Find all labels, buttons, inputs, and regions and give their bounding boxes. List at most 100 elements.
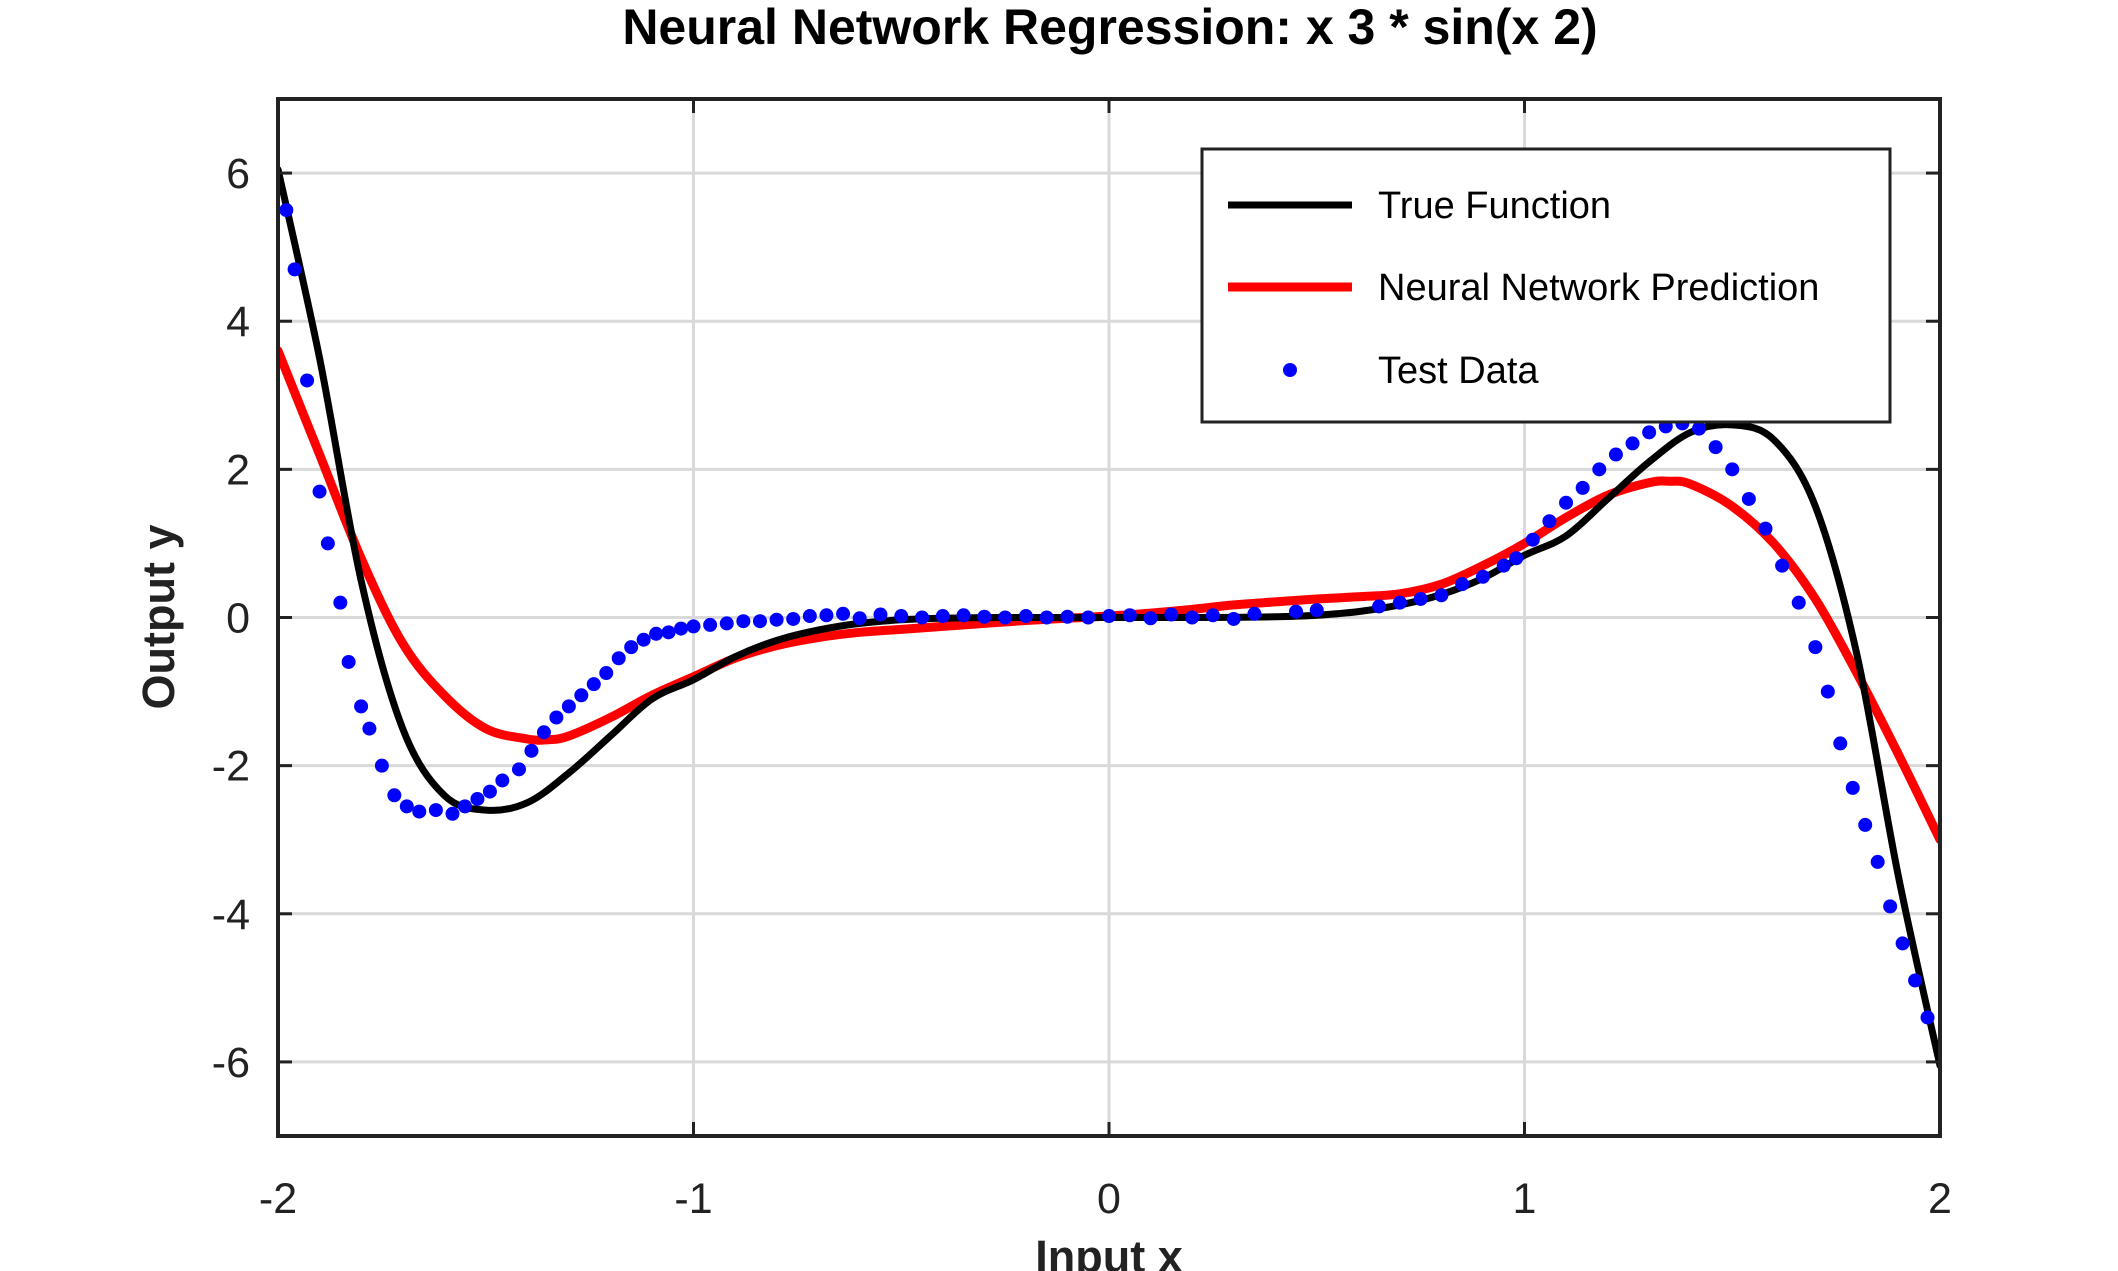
test-data-point <box>1883 899 1898 914</box>
y-tick-label: 2 <box>226 446 250 494</box>
test-data-point <box>1309 603 1324 618</box>
test-data-point <box>1475 569 1490 584</box>
test-data-point <box>482 784 497 799</box>
test-data-point <box>1509 551 1524 566</box>
test-data-point <box>1185 610 1200 625</box>
x-tick-label: 0 <box>1097 1175 1121 1223</box>
test-data-point <box>736 614 751 629</box>
test-data-point <box>956 608 971 623</box>
test-data-point <box>1858 817 1873 832</box>
test-data-point <box>1833 736 1848 751</box>
test-data-point <box>1642 425 1657 440</box>
y-tick-labels: -6 -4 -2 0 2 4 6 <box>212 150 250 1087</box>
test-data-point <box>1434 588 1449 603</box>
test-data-point <box>1845 780 1860 795</box>
test-data-point <box>1608 447 1623 462</box>
x-tick-label: 1 <box>1513 1175 1537 1223</box>
test-data-point <box>354 699 369 714</box>
test-data-point <box>279 203 294 218</box>
test-data-point <box>470 791 485 806</box>
test-data-point <box>1625 436 1640 451</box>
x-tick-label: -2 <box>259 1175 297 1223</box>
test-data-point <box>1870 854 1885 869</box>
test-data-point <box>1081 610 1096 625</box>
test-data-point <box>312 484 327 499</box>
test-data-point <box>1372 599 1387 614</box>
test-data-point <box>1791 595 1806 610</box>
test-data-point <box>915 610 930 625</box>
legend-label-test-data: Test Data <box>1378 350 1539 392</box>
test-data-point <box>1758 521 1773 536</box>
test-data-point <box>769 612 784 627</box>
test-data-point <box>1413 591 1428 606</box>
test-data-point <box>549 710 564 725</box>
test-data-point <box>511 762 526 777</box>
test-data-point <box>374 758 389 773</box>
test-data-point <box>362 721 377 736</box>
test-data-point <box>300 373 315 388</box>
y-tick-label: -4 <box>212 891 250 939</box>
test-data-point <box>1895 936 1910 951</box>
test-data-point <box>752 614 767 629</box>
test-data-point <box>387 788 402 803</box>
test-data-point <box>1496 558 1511 573</box>
test-data-point <box>1205 608 1220 623</box>
test-data-point <box>333 595 348 610</box>
test-data-point <box>524 743 539 758</box>
test-data-point <box>624 640 639 655</box>
test-data-point <box>1060 609 1075 624</box>
test-data-point <box>1288 604 1303 619</box>
test-data-point <box>1392 595 1407 610</box>
test-data-point <box>536 725 551 740</box>
test-data-point <box>320 536 335 551</box>
test-data-point <box>586 677 601 692</box>
test-data-point <box>1692 421 1707 436</box>
x-tick-label: -1 <box>674 1175 712 1223</box>
test-data-point <box>836 606 851 621</box>
test-data-point <box>1808 640 1823 655</box>
test-data-point <box>1741 491 1756 506</box>
series-layer <box>278 165 1940 1070</box>
test-data-point <box>445 806 460 821</box>
test-data-point <box>1775 558 1790 573</box>
test-data-point <box>1725 462 1740 477</box>
tick-marks <box>276 99 1942 1136</box>
test-data-point <box>611 651 626 666</box>
x-tick-label: 2 <box>1928 1175 1952 1223</box>
test-data-point <box>1820 684 1835 699</box>
x-tick-labels: -2 -1 0 1 2 <box>259 1175 1952 1223</box>
test-data-point <box>1920 1010 1935 1025</box>
test-data-point <box>873 607 888 622</box>
test-data-point <box>935 609 950 624</box>
test-data-point <box>1708 440 1723 455</box>
test-data-point <box>428 803 443 818</box>
test-data-point <box>703 617 718 632</box>
y-tick-label: -2 <box>212 743 250 791</box>
test-data-point <box>686 619 701 634</box>
test-data-point <box>1908 973 1923 988</box>
test-data-point <box>1039 610 1054 625</box>
chart-title: Neural Network Regression: x 3 * sin(x 2… <box>622 0 1597 55</box>
test-data-point <box>399 799 414 814</box>
test-data-point <box>341 654 356 669</box>
legend-label-nn-prediction: Neural Network Prediction <box>1378 267 1819 309</box>
test-data-point <box>894 609 909 624</box>
test-data-point <box>786 611 801 626</box>
test-data-point <box>719 616 734 631</box>
test-data-point <box>1018 609 1033 624</box>
y-tick-label: 4 <box>226 298 250 346</box>
test-data-point <box>1592 462 1607 477</box>
test-data-point <box>1525 532 1540 547</box>
y-tick-label: -6 <box>212 1039 250 1087</box>
test-data-point <box>1559 495 1574 510</box>
test-data-point <box>1164 607 1179 622</box>
legend: True Function Neural Network Prediction … <box>1200 147 1892 424</box>
test-data-point <box>661 625 676 640</box>
test-data-point <box>287 262 302 277</box>
legend-label-true-function: True Function <box>1378 185 1611 227</box>
y-tick-label: 6 <box>226 150 250 198</box>
test-data-point <box>674 621 689 636</box>
x-axis-label: Input x <box>1035 1231 1182 1271</box>
test-data-point <box>1542 514 1557 529</box>
